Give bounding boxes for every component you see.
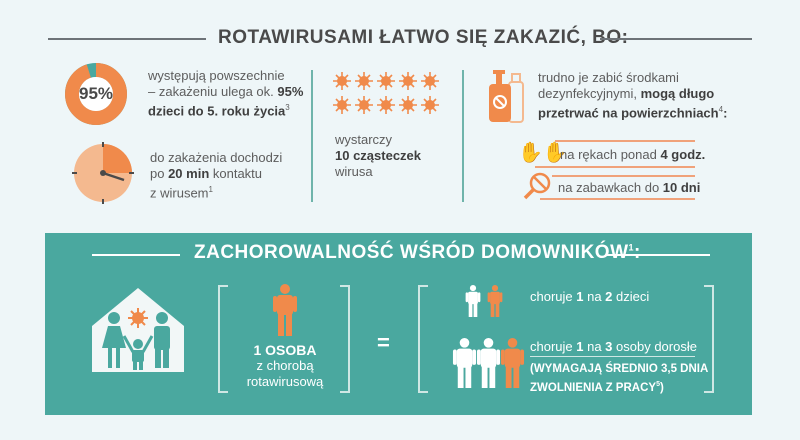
sick-leave-note: (WYMAGAJĄ ŚREDNIO 3,5 DNIA ZWOLNIENIA Z …	[530, 363, 709, 394]
title-rule-left	[92, 254, 180, 256]
virus-icon	[333, 96, 351, 114]
fact-disinfection: trudno je zabić środkami dezynfekcyjnymi…	[538, 70, 728, 121]
children-incidence: choruje 1 na 2 dzieci	[530, 289, 650, 304]
adult-incidence: choruje 1 na 3 osoby dorosłe	[530, 339, 697, 354]
donut-label: 95%	[78, 84, 114, 103]
healthy-child-icon	[465, 285, 481, 317]
rule	[552, 175, 695, 177]
bracket-left	[418, 285, 428, 393]
virus-icon	[377, 72, 395, 90]
one-person-label: 1 OSOBA z chorobą rotawirusową	[246, 342, 324, 389]
rattle-toy-icon	[523, 172, 551, 200]
virus-icon	[333, 72, 351, 90]
rule	[535, 166, 695, 168]
virus-icon	[399, 96, 417, 114]
hands-icon: ✋✋	[518, 142, 568, 164]
rule	[540, 198, 695, 200]
section-title-top: ROTAWIRUSAMI ŁATWO SIĘ ZAKAZIĆ, BO:	[218, 27, 629, 48]
family-house-icon	[92, 288, 184, 372]
fact-prevalence: występują powszechnie – zakażeniu ulega …	[148, 68, 304, 119]
virus-icon	[377, 96, 395, 114]
bracket-right	[704, 285, 714, 393]
sick-person-icon	[273, 284, 297, 336]
bracket-left	[218, 285, 228, 393]
hands-duration: na rękach ponad 4 godz.	[560, 147, 706, 162]
sick-child-icon	[487, 285, 503, 317]
divider	[462, 70, 464, 202]
title-rule-right	[600, 38, 752, 40]
virus-icon	[399, 72, 417, 90]
healthy-adult-icon	[452, 338, 477, 388]
divider	[311, 70, 313, 202]
title-rule-left	[48, 38, 206, 40]
virus-icon	[421, 96, 439, 114]
virus-icon	[355, 72, 373, 90]
fact-contact-time: do zakażenia dochodzi po 20 min kontaktu…	[150, 150, 283, 201]
clock-icon	[72, 142, 134, 204]
equals-sign: =	[377, 330, 390, 355]
toys-duration: na zabawkach do 10 dni	[558, 180, 701, 195]
bracket-right	[340, 285, 350, 393]
rule	[555, 140, 695, 142]
section-title-bottom: ZACHOROWALNOŚĆ WŚRÓD DOMOWNIKÓW1:	[194, 242, 641, 263]
disinfectant-bottles-icon	[489, 70, 524, 123]
virus-icon	[421, 72, 439, 90]
title-rule-right	[606, 254, 710, 256]
virus-icon	[355, 96, 373, 114]
rule	[530, 356, 695, 357]
healthy-adult-icon	[476, 338, 501, 388]
sick-adult-icon	[500, 338, 525, 388]
fact-particles: wystarczy 10 cząsteczek wirusa	[335, 132, 422, 179]
donut-95-percent	[65, 63, 127, 125]
